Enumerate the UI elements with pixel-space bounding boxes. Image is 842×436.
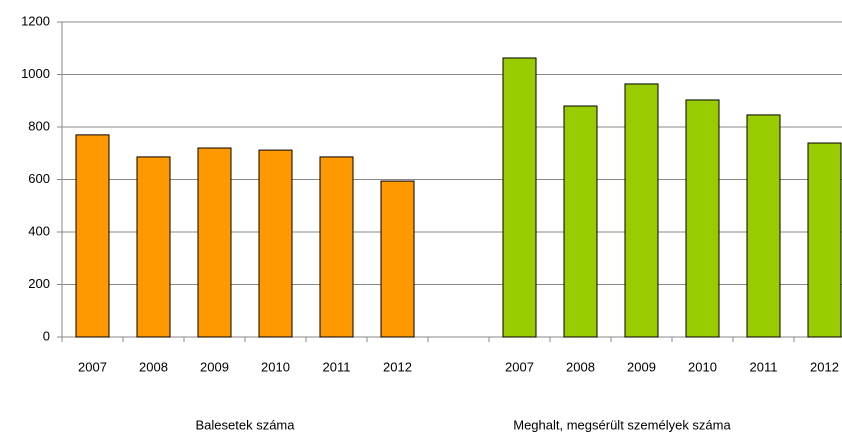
y-tick-label: 600 xyxy=(28,171,50,186)
x-tick-label: 2011 xyxy=(750,359,778,374)
bar xyxy=(746,114,781,338)
y-tick-label: 1200 xyxy=(21,13,50,28)
bar xyxy=(685,99,720,338)
bar xyxy=(563,105,598,338)
x-tick-label: 2011 xyxy=(323,359,351,374)
x-tick-label: 2008 xyxy=(139,359,168,374)
x-tick-label: 2009 xyxy=(627,359,656,374)
x-tick-label: 2012 xyxy=(810,359,839,374)
y-tick-label: 400 xyxy=(28,223,50,238)
y-tick-label: 1000 xyxy=(21,66,50,81)
group-label: Meghalt, megsérült személyek száma xyxy=(513,417,731,432)
y-tick-label: 200 xyxy=(28,276,50,291)
bar xyxy=(502,57,537,338)
x-tick-label: 2012 xyxy=(383,359,412,374)
bar xyxy=(75,134,110,338)
bar xyxy=(380,180,415,338)
x-tick-label: 2009 xyxy=(200,359,229,374)
x-tick-label: 2010 xyxy=(261,359,290,374)
bar xyxy=(197,147,232,338)
bar xyxy=(319,156,354,338)
y-tick-label: 800 xyxy=(28,118,50,133)
x-tick-label: 2007 xyxy=(78,359,107,374)
bar xyxy=(136,156,171,338)
x-tick-label: 2008 xyxy=(566,359,595,374)
y-tick-label: 0 xyxy=(43,328,50,343)
x-tick-label: 2010 xyxy=(688,359,717,374)
bar xyxy=(807,142,842,338)
group-label: Balesetek száma xyxy=(196,417,296,432)
bar xyxy=(258,149,293,338)
bar xyxy=(624,83,659,338)
x-tick-label: 2007 xyxy=(505,359,534,374)
